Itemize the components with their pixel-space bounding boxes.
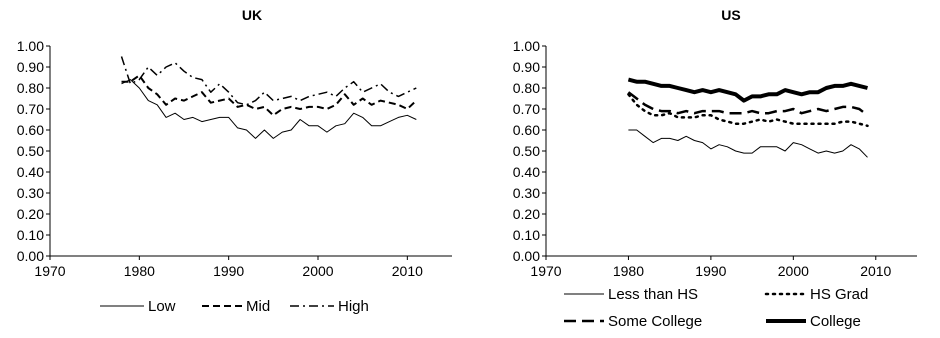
uk-legend-low-label: Low [148, 298, 176, 315]
uk-x-tick-label: 2010 [392, 263, 423, 279]
uk-x-tick-label: 1970 [34, 263, 65, 279]
uk-y-tick-label: 0.20 [17, 206, 44, 222]
uk-x-tick-label: 2000 [302, 263, 333, 279]
us-series-college-line [627, 77, 868, 103]
uk-y-tick-label: 0.80 [17, 80, 44, 96]
us-series-some-college-line [627, 91, 869, 117]
us-y-tick-label: 0.50 [513, 143, 540, 159]
uk-y-tick-label: 0.50 [17, 143, 44, 159]
uk-y-tick-label: 0.00 [17, 248, 44, 264]
uk-y-tick-label: 0.70 [17, 101, 44, 117]
uk-y-tick-label: 0.10 [17, 227, 44, 243]
us-legend-some-college-label: Some College [608, 313, 702, 330]
us-x-tick-label: 1990 [695, 263, 726, 279]
uk-series-high-line [120, 56, 417, 106]
uk-y-tick-label: 0.40 [17, 164, 44, 180]
us-x-tick-label: 2010 [860, 263, 891, 279]
uk-chart-title: UK [242, 7, 262, 23]
uk-y-tick-label: 0.60 [17, 122, 44, 138]
us-y-tick-label: 0.70 [513, 101, 540, 117]
uk-y-tick-label: 0.90 [17, 59, 44, 75]
us-y-tick-label: 0.20 [513, 206, 540, 222]
uk-legend-high-label: High [338, 298, 369, 315]
uk-y-tick-label: 1.00 [17, 38, 44, 54]
uk-x-tick-label: 1980 [124, 263, 155, 279]
us-chart: US 0.00 0.10 0.20 0.30 0.40 0.50 0.60 0.70 0.80 0.… [513, 7, 917, 330]
us-y-tick-label: 0.30 [513, 185, 540, 201]
us-legend-hs-grad-label: HS Grad [810, 286, 868, 303]
us-x-tick-label: 1980 [613, 263, 644, 279]
us-legend-college-label: College [810, 313, 861, 330]
us-y-tick-label: 0.40 [513, 164, 540, 180]
uk-series-mid-line [121, 74, 417, 117]
us-chart-title: US [721, 7, 740, 23]
uk-legend-mid-label: Mid [246, 298, 270, 315]
us-x-tick-label: 2000 [778, 263, 809, 279]
uk-y-tick-label: 0.30 [17, 185, 44, 201]
uk-series-low-line [121, 79, 417, 139]
us-series-hs-grad-line [627, 93, 869, 128]
uk-chart: UK 0.00 0.10 0.20 0.30 0.40 0.50 0.60 0.70 0.80 0.… [17, 7, 452, 315]
us-y-tick-label: 0.60 [513, 122, 540, 138]
us-y-tick-label: 1.00 [513, 38, 540, 54]
us-x-tick-label: 1970 [530, 263, 561, 279]
us-y-tick-label: 0.80 [513, 80, 540, 96]
uk-x-tick-label: 1990 [213, 263, 244, 279]
us-y-tick-label: 0.90 [513, 59, 540, 75]
us-series-less-than-hs-line [628, 129, 868, 158]
us-legend-less-than-hs-label: Less than HS [608, 286, 698, 303]
us-y-tick-label: 0.00 [513, 248, 540, 264]
us-y-tick-label: 0.10 [513, 227, 540, 243]
